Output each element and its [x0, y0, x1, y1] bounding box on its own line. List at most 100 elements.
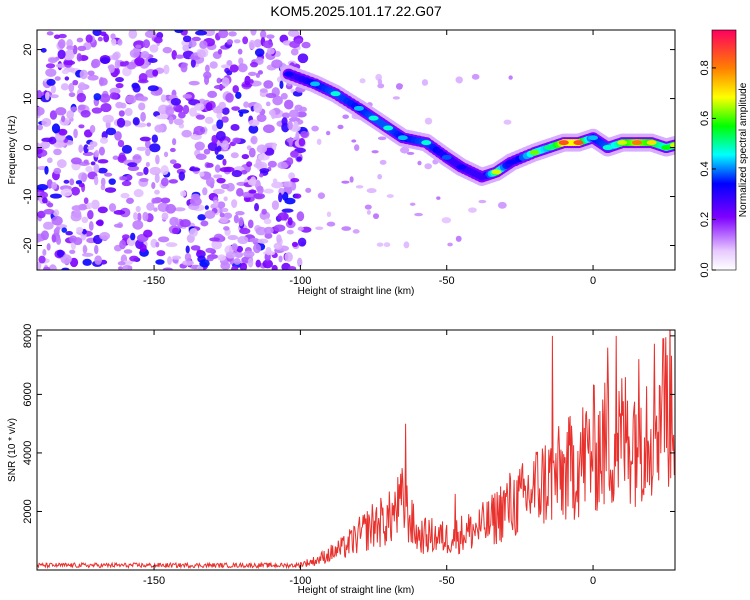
- heatmap-noise-blob: [46, 31, 54, 36]
- heatmap-noise-blob: [115, 82, 124, 89]
- heatmap-noise-blob: [53, 167, 62, 175]
- heatmap-noise-blob: [232, 85, 239, 94]
- heatmap-noise-blob: [94, 244, 99, 255]
- heatmap-noise-blob: [147, 85, 159, 92]
- heatmap-noise-blob: [56, 249, 65, 258]
- heatmap-noise-blob: [70, 186, 81, 196]
- heatmap-faint-blob: [441, 217, 452, 224]
- heatmap-ridge-peak: [421, 140, 432, 146]
- spectrogram-panel: -150 -100 -50 0 20 10 0 -10 -20 Height of strai…: [7, 29, 676, 297]
- heatmap-noise-blob: [231, 265, 239, 270]
- heatmap-noise-blob: [70, 106, 78, 112]
- heatmap-noise-blob: [174, 30, 184, 34]
- heatmap-noise-blob: [171, 255, 182, 260]
- heatmap-noise-blob: [287, 120, 293, 131]
- heatmap-noise-blob: [87, 74, 99, 81]
- heatmap-noise-blob: [254, 203, 260, 212]
- heatmap-noise-blob: [288, 172, 296, 180]
- heatmap-noise-blob: [118, 266, 123, 270]
- heatmap-faint-blob: [325, 130, 331, 136]
- heatmap-noise-blob: [248, 124, 259, 134]
- heatmap-noise-blob: [259, 168, 270, 174]
- heatmap-noise-blob: [247, 219, 254, 229]
- heatmap-noise-blob: [219, 217, 229, 224]
- heatmap-noise-blob: [51, 215, 63, 226]
- heatmap-noise-blob: [265, 101, 271, 107]
- heatmap-noise-blob: [155, 259, 165, 265]
- heatmap-noise-blob: [258, 153, 270, 161]
- heatmap-noise-blob: [281, 208, 294, 213]
- heatmap-noise-blob: [78, 124, 85, 129]
- heatmap-noise-blob: [86, 202, 93, 210]
- heatmap-noise-blob: [193, 125, 206, 136]
- x-tick-label: 0: [590, 275, 596, 287]
- heatmap-noise-blob: [43, 266, 51, 270]
- heatmap-noise-blob: [161, 212, 169, 221]
- heatmap-noise-blob: [81, 252, 94, 257]
- heatmap-noise-blob: [271, 181, 284, 189]
- heatmap-noise-blob: [78, 183, 85, 188]
- heatmap-noise-blob: [295, 131, 300, 140]
- heatmap-noise-blob: [129, 49, 140, 59]
- heatmap-noise-blob: [37, 210, 46, 219]
- heatmap-faint-blob: [406, 151, 415, 155]
- heatmap-noise-blob: [190, 245, 201, 251]
- heatmap-noise-blob: [97, 167, 108, 174]
- heatmap-noise-blob: [147, 57, 158, 63]
- heatmap-noise-blob: [154, 189, 160, 195]
- heatmap-faint-blob: [395, 83, 403, 90]
- heatmap-noise-blob: [216, 119, 224, 130]
- heatmap-noise-blob: [81, 216, 89, 224]
- heatmap-ridge-peak: [602, 145, 613, 151]
- heatmap-noise-blob: [173, 163, 182, 169]
- snr-series-line: [37, 330, 675, 570]
- heatmap-noise-blob: [98, 146, 105, 156]
- heatmap-noise-blob: [205, 102, 213, 112]
- heatmap-faint-blob: [376, 242, 384, 247]
- colorbar-label: Normalized spectral amplitude: [738, 82, 749, 217]
- heatmap-noise-blob: [242, 36, 249, 45]
- heatmap-noise-blob: [42, 197, 48, 204]
- heatmap-noise-blob: [50, 94, 59, 99]
- heatmap-noise-blob: [37, 89, 43, 99]
- heatmap-noise-blob: [207, 90, 218, 99]
- heatmap-noise-blob: [42, 249, 47, 256]
- heatmap-noise-blob: [87, 145, 95, 150]
- snr-x-ticks: -150 -100 -50 0: [143, 330, 596, 587]
- heatmap-noise-blob: [173, 118, 184, 126]
- heatmap-noise-blob: [81, 172, 87, 183]
- heatmap-noise-blob: [287, 217, 293, 226]
- heatmap-faint-blob: [326, 211, 332, 218]
- heatmap-noise-blob: [195, 114, 205, 120]
- snr-background: [37, 330, 675, 570]
- heatmap-noise-blob: [125, 94, 137, 104]
- spectrogram-x-axis-label: Height of straight line (km): [298, 286, 415, 297]
- heatmap-noise-blob: [290, 177, 300, 183]
- heatmap-noise-blob: [271, 200, 279, 210]
- heatmap-noise-blob: [279, 80, 284, 90]
- spectrogram-x-ticks: -150 -100 -50 0: [143, 30, 596, 287]
- heatmap-faint-blob: [341, 180, 350, 184]
- heatmap-noise-blob: [83, 159, 89, 164]
- colorbar-tick-label: 0.6: [699, 111, 711, 126]
- heatmap-noise-blob: [237, 63, 248, 73]
- heatmap-noise-blob: [134, 57, 145, 67]
- heatmap-noise-blob: [42, 221, 54, 230]
- heatmap-noise-blob: [297, 257, 303, 267]
- heatmap-ridge-peak: [670, 142, 675, 148]
- heatmap-noise-blob: [83, 144, 89, 154]
- heatmap-noise-blob: [218, 101, 226, 109]
- heatmap-noise-blob: [263, 80, 274, 89]
- heatmap-noise-blob: [165, 242, 178, 248]
- heatmap-noise-blob: [60, 254, 72, 265]
- heatmap-noise-blob: [69, 178, 75, 186]
- heatmap-noise-blob: [41, 117, 52, 127]
- heatmap-noise-blob: [196, 249, 203, 255]
- heatmap-noise-blob: [233, 39, 241, 44]
- heatmap-noise-blob: [207, 142, 219, 152]
- heatmap-noise-blob: [290, 150, 299, 158]
- heatmap-noise-blob: [72, 79, 79, 86]
- heatmap-noise-blob: [118, 110, 125, 117]
- heatmap-noise-blob: [133, 212, 138, 221]
- heatmap-noise-blob: [283, 99, 294, 110]
